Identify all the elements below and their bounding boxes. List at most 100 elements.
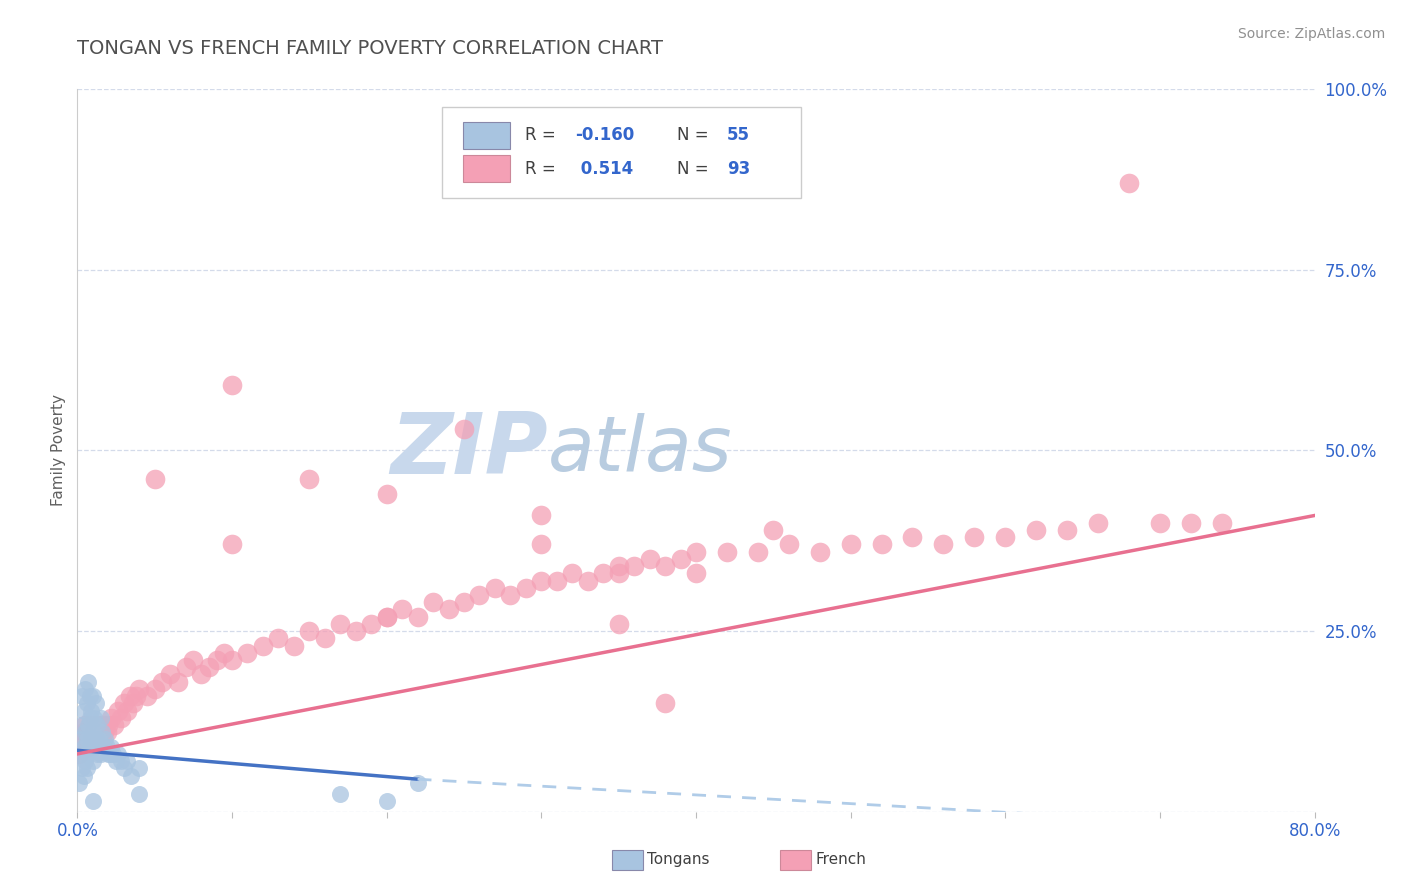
Point — [762, 523, 785, 537]
Point — [84, 725, 107, 739]
Point — [75, 718, 96, 732]
Point — [375, 609, 398, 624]
Point — [1118, 176, 1140, 190]
Point — [685, 544, 707, 558]
Point — [112, 696, 135, 710]
Point — [79, 711, 101, 725]
Point — [1025, 523, 1047, 537]
Point — [607, 566, 630, 581]
Point — [298, 624, 321, 639]
Point — [115, 704, 138, 718]
Point — [221, 653, 243, 667]
Point — [530, 508, 553, 523]
Point — [112, 761, 135, 775]
Point — [1056, 523, 1078, 537]
Point — [298, 472, 321, 486]
Point — [561, 566, 583, 581]
Point — [391, 602, 413, 616]
Point — [360, 616, 382, 631]
Point — [91, 718, 114, 732]
Point — [90, 711, 112, 725]
Point — [77, 674, 100, 689]
Point — [107, 704, 129, 718]
Point — [174, 660, 197, 674]
Point — [94, 732, 117, 747]
Point — [963, 530, 986, 544]
Point — [86, 747, 108, 761]
Text: R =: R = — [526, 160, 561, 178]
Point — [69, 718, 91, 732]
Point — [90, 732, 112, 747]
Point — [808, 544, 831, 558]
Text: Tongans: Tongans — [647, 853, 709, 867]
Point — [76, 732, 98, 747]
Point — [80, 704, 103, 718]
Point — [198, 660, 221, 674]
Point — [778, 537, 800, 551]
Point — [152, 674, 174, 689]
Point — [283, 639, 305, 653]
Point — [1211, 516, 1233, 530]
Point — [96, 739, 118, 754]
Point — [72, 725, 94, 739]
Point — [110, 754, 132, 768]
Point — [669, 551, 692, 566]
Point — [93, 725, 115, 739]
Point — [607, 616, 630, 631]
Point — [344, 624, 367, 639]
Point — [84, 696, 107, 710]
Point — [98, 747, 121, 761]
Point — [72, 739, 94, 754]
Point — [499, 588, 522, 602]
Point — [870, 537, 893, 551]
Point — [93, 739, 115, 754]
Point — [90, 747, 112, 761]
Point — [82, 718, 104, 732]
Point — [80, 732, 103, 747]
Point — [214, 646, 236, 660]
Point — [79, 689, 101, 703]
Point — [190, 667, 212, 681]
Point — [96, 725, 118, 739]
Point — [83, 732, 105, 747]
Text: atlas: atlas — [547, 414, 733, 487]
Point — [159, 667, 181, 681]
Point — [530, 537, 553, 551]
Point — [422, 595, 444, 609]
Point — [128, 761, 150, 775]
Point — [91, 725, 114, 739]
Point — [101, 747, 124, 761]
Point — [76, 696, 98, 710]
Point — [79, 725, 101, 739]
Point — [77, 739, 100, 754]
Point — [79, 739, 101, 754]
Point — [75, 725, 96, 739]
Point — [1087, 516, 1109, 530]
Point — [86, 718, 108, 732]
Point — [69, 732, 91, 747]
Text: -0.160: -0.160 — [575, 127, 634, 145]
Point — [125, 689, 148, 703]
Point — [75, 681, 96, 696]
Point — [128, 787, 150, 801]
Point — [143, 472, 166, 486]
Point — [82, 725, 104, 739]
Point — [468, 588, 491, 602]
Point — [406, 609, 429, 624]
Point — [716, 544, 738, 558]
Point — [329, 787, 352, 801]
Point — [437, 602, 460, 616]
Point — [592, 566, 614, 581]
Point — [375, 487, 398, 501]
Point — [143, 681, 166, 696]
Point — [994, 530, 1017, 544]
Point — [314, 632, 336, 646]
Point — [110, 711, 132, 725]
Point — [100, 711, 122, 725]
Point — [100, 739, 122, 754]
Bar — [464, 121, 510, 149]
Point — [252, 639, 274, 653]
Point — [122, 696, 145, 710]
Bar — [464, 155, 510, 182]
Point — [375, 609, 398, 624]
